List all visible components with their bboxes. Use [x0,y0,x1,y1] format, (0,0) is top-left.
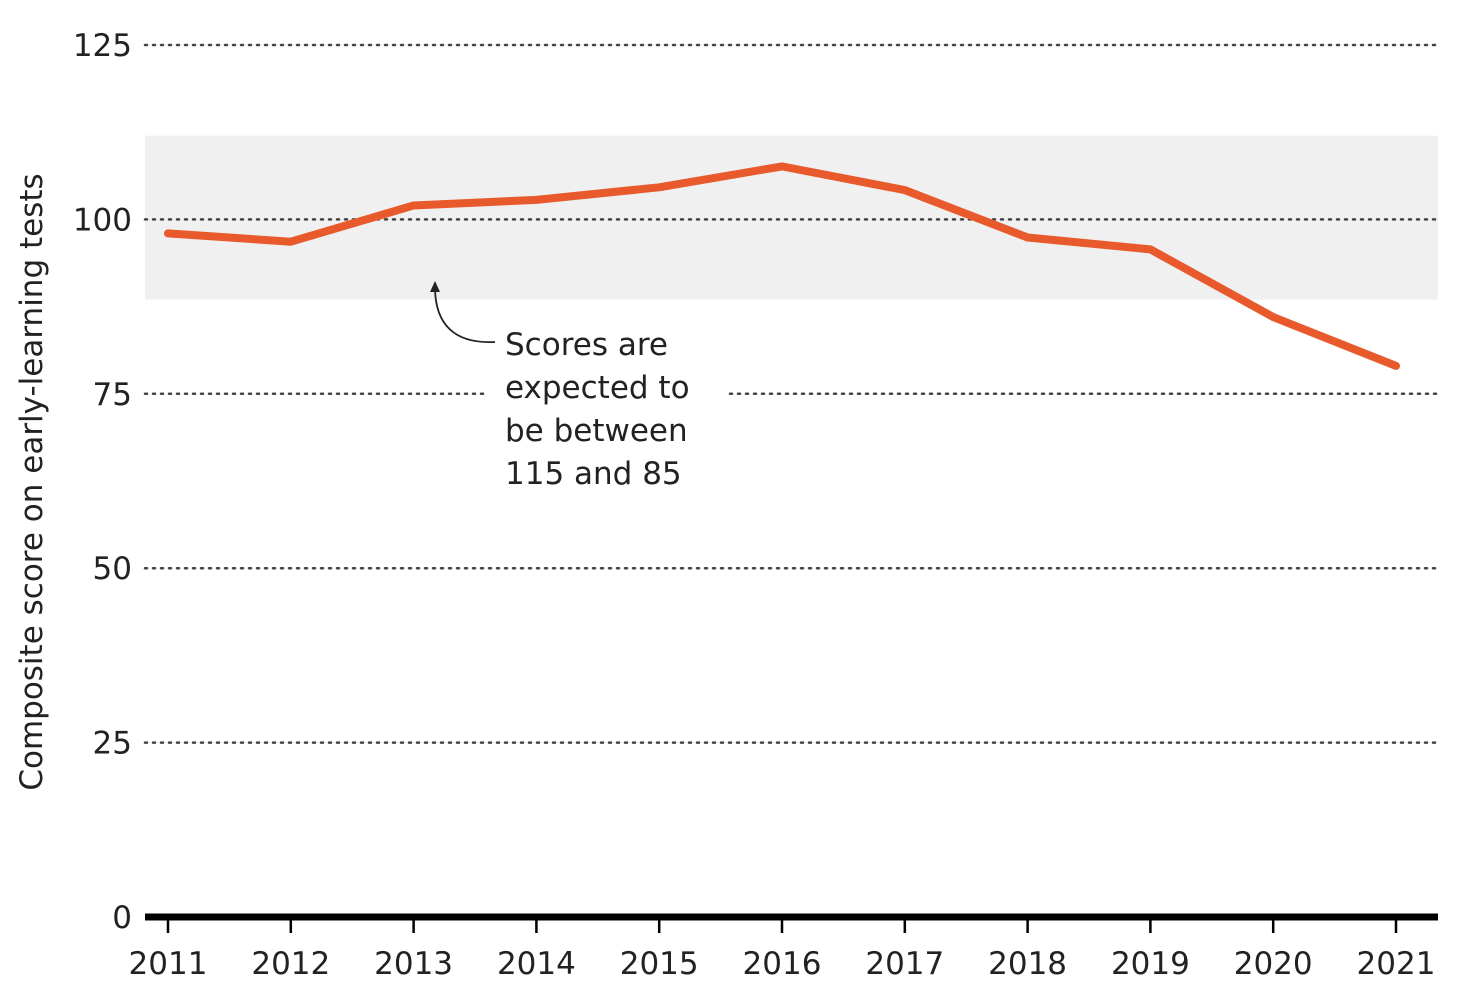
data-point-2014 [535,199,537,201]
x-tick-labels: 2011 2012 2013 2014 2015 2016 2017 2018 2019 2020… [129,946,1436,982]
expected-range-band-layer [145,135,1438,300]
data-point-2017 [904,189,906,191]
series-layer [164,162,1400,370]
x-tick-2011: 2011 [129,946,208,982]
y-tick-25: 25 [93,726,132,762]
x-tick-2019: 2019 [1111,946,1190,982]
data-point-2016 [781,165,783,167]
data-point-2021 [1395,365,1397,367]
expected-range-band [145,135,1438,300]
data-point-2012 [290,241,292,243]
data-point-2013 [413,204,415,206]
annotation-line-0: Scores are [505,327,668,363]
data-point-2011 [167,232,169,234]
y-tick-50: 50 [93,551,132,587]
annotation-arrow-line [434,286,496,343]
x-tick-2021: 2021 [1357,946,1436,982]
data-point-2019 [1149,248,1151,250]
data-point-2018 [1027,237,1029,239]
x-tick-2015: 2015 [620,946,699,982]
y-tick-75: 75 [93,377,132,413]
annotation-line-2: be between [505,413,688,449]
annotation-arrowhead [430,281,440,292]
x-tick-2017: 2017 [865,946,944,982]
annotation-line-1: expected to [505,370,690,406]
x-tick-2012: 2012 [251,946,330,982]
y-tick-100: 100 [73,202,132,238]
y-tick-labels: 0 25 50 75 100 125 [73,28,132,936]
x-tick-2020: 2020 [1234,946,1313,982]
data-point-2020 [1272,316,1274,318]
x-tick-2013: 2013 [374,946,453,982]
x-tick-2018: 2018 [988,946,1067,982]
y-axis-title: Composite score on early-learning tests [14,173,50,790]
annotation: Scores are expected to be between 115 and 8… [430,281,690,492]
x-tick-2014: 2014 [497,946,576,982]
y-tick-125: 125 [73,28,132,64]
y-tick-0: 0 [112,900,132,936]
x-tick-2016: 2016 [743,946,822,982]
annotation-line-3: 115 and 85 [505,456,682,492]
x-axis [145,913,1438,933]
data-point-2015 [658,186,660,188]
